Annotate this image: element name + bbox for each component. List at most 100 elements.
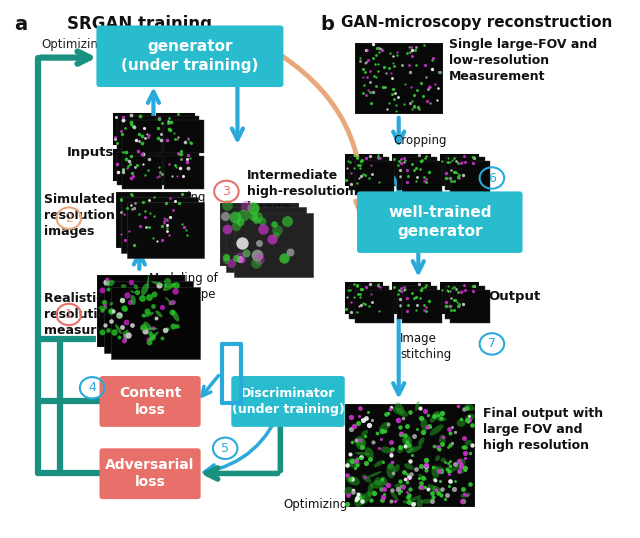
Ellipse shape — [465, 440, 472, 445]
Ellipse shape — [365, 448, 374, 459]
Ellipse shape — [435, 455, 440, 461]
Ellipse shape — [428, 484, 443, 493]
Ellipse shape — [143, 312, 154, 317]
FancyBboxPatch shape — [127, 202, 204, 258]
FancyBboxPatch shape — [164, 155, 204, 189]
FancyBboxPatch shape — [450, 290, 490, 323]
Text: Inputs: Inputs — [67, 146, 115, 159]
Ellipse shape — [417, 498, 422, 508]
Text: 3: 3 — [223, 185, 230, 198]
FancyBboxPatch shape — [391, 281, 431, 315]
Text: well-trained
generator: well-trained generator — [388, 206, 492, 239]
FancyBboxPatch shape — [155, 148, 195, 181]
Ellipse shape — [392, 407, 408, 417]
Ellipse shape — [394, 484, 406, 488]
FancyBboxPatch shape — [113, 112, 152, 145]
Ellipse shape — [374, 460, 385, 467]
Text: 5: 5 — [221, 442, 229, 455]
Ellipse shape — [406, 447, 412, 453]
Ellipse shape — [123, 333, 127, 342]
Ellipse shape — [431, 465, 440, 478]
Text: Simulated low
resolution
images: Simulated low resolution images — [44, 193, 144, 238]
Ellipse shape — [164, 278, 171, 285]
Ellipse shape — [131, 295, 136, 305]
FancyBboxPatch shape — [355, 161, 394, 195]
Text: GAN-microscopy reconstruction: GAN-microscopy reconstruction — [341, 15, 612, 30]
Text: Content
loss: Content loss — [119, 386, 181, 417]
Text: a: a — [13, 15, 27, 34]
Ellipse shape — [433, 486, 436, 492]
Text: Single large-FOV and
low-resolution
Measurement: Single large-FOV and low-resolution Meas… — [449, 38, 597, 83]
Text: b: b — [320, 15, 334, 34]
Ellipse shape — [130, 291, 136, 293]
Ellipse shape — [151, 281, 163, 285]
FancyBboxPatch shape — [344, 281, 383, 315]
Ellipse shape — [367, 483, 373, 497]
Text: 7: 7 — [488, 337, 496, 350]
Ellipse shape — [147, 275, 149, 288]
Ellipse shape — [439, 435, 445, 445]
Ellipse shape — [397, 447, 404, 453]
FancyBboxPatch shape — [117, 152, 157, 185]
Ellipse shape — [109, 309, 112, 313]
Ellipse shape — [402, 436, 412, 445]
FancyBboxPatch shape — [99, 376, 201, 427]
Text: generator
(under training): generator (under training) — [121, 39, 259, 73]
Ellipse shape — [109, 302, 113, 306]
FancyBboxPatch shape — [164, 119, 204, 153]
FancyBboxPatch shape — [234, 213, 314, 277]
FancyBboxPatch shape — [357, 192, 522, 253]
Ellipse shape — [367, 471, 382, 478]
Ellipse shape — [465, 414, 475, 421]
Ellipse shape — [457, 419, 466, 427]
Ellipse shape — [458, 465, 467, 474]
Ellipse shape — [390, 490, 399, 501]
Ellipse shape — [360, 492, 371, 505]
Ellipse shape — [156, 310, 163, 317]
Ellipse shape — [354, 493, 365, 507]
FancyBboxPatch shape — [121, 197, 198, 253]
Ellipse shape — [388, 463, 394, 469]
Ellipse shape — [395, 402, 404, 414]
FancyBboxPatch shape — [354, 41, 443, 114]
FancyBboxPatch shape — [445, 286, 484, 319]
Ellipse shape — [457, 458, 465, 466]
Text: Image
stitching: Image stitching — [400, 332, 451, 361]
Ellipse shape — [465, 404, 475, 411]
FancyBboxPatch shape — [349, 157, 389, 190]
Ellipse shape — [410, 446, 414, 451]
FancyBboxPatch shape — [344, 403, 476, 507]
FancyBboxPatch shape — [122, 155, 162, 189]
Ellipse shape — [418, 474, 428, 480]
FancyBboxPatch shape — [155, 112, 195, 145]
Ellipse shape — [134, 284, 138, 289]
Text: Cropping: Cropping — [394, 134, 447, 147]
Ellipse shape — [437, 417, 447, 421]
Ellipse shape — [115, 324, 122, 334]
Text: Final output with
large FOV and
high resolution: Final output with large FOV and high res… — [483, 407, 603, 452]
Ellipse shape — [362, 475, 371, 483]
Text: 2: 2 — [65, 211, 73, 225]
Ellipse shape — [403, 435, 410, 442]
Text: 4: 4 — [88, 381, 96, 394]
Text: Optimizing: Optimizing — [284, 498, 348, 511]
Ellipse shape — [421, 499, 434, 504]
Ellipse shape — [99, 306, 108, 310]
Ellipse shape — [418, 437, 424, 446]
FancyBboxPatch shape — [391, 153, 431, 186]
Ellipse shape — [429, 424, 444, 435]
FancyBboxPatch shape — [117, 116, 157, 149]
FancyBboxPatch shape — [99, 448, 201, 499]
FancyBboxPatch shape — [355, 290, 394, 323]
Ellipse shape — [381, 476, 388, 486]
FancyBboxPatch shape — [397, 157, 436, 190]
FancyBboxPatch shape — [159, 116, 200, 149]
Ellipse shape — [163, 283, 175, 291]
FancyBboxPatch shape — [439, 281, 479, 315]
FancyBboxPatch shape — [231, 376, 345, 427]
Text: 1: 1 — [65, 308, 73, 321]
FancyBboxPatch shape — [122, 119, 162, 153]
Ellipse shape — [381, 447, 392, 454]
FancyBboxPatch shape — [113, 148, 152, 181]
Ellipse shape — [356, 438, 365, 446]
